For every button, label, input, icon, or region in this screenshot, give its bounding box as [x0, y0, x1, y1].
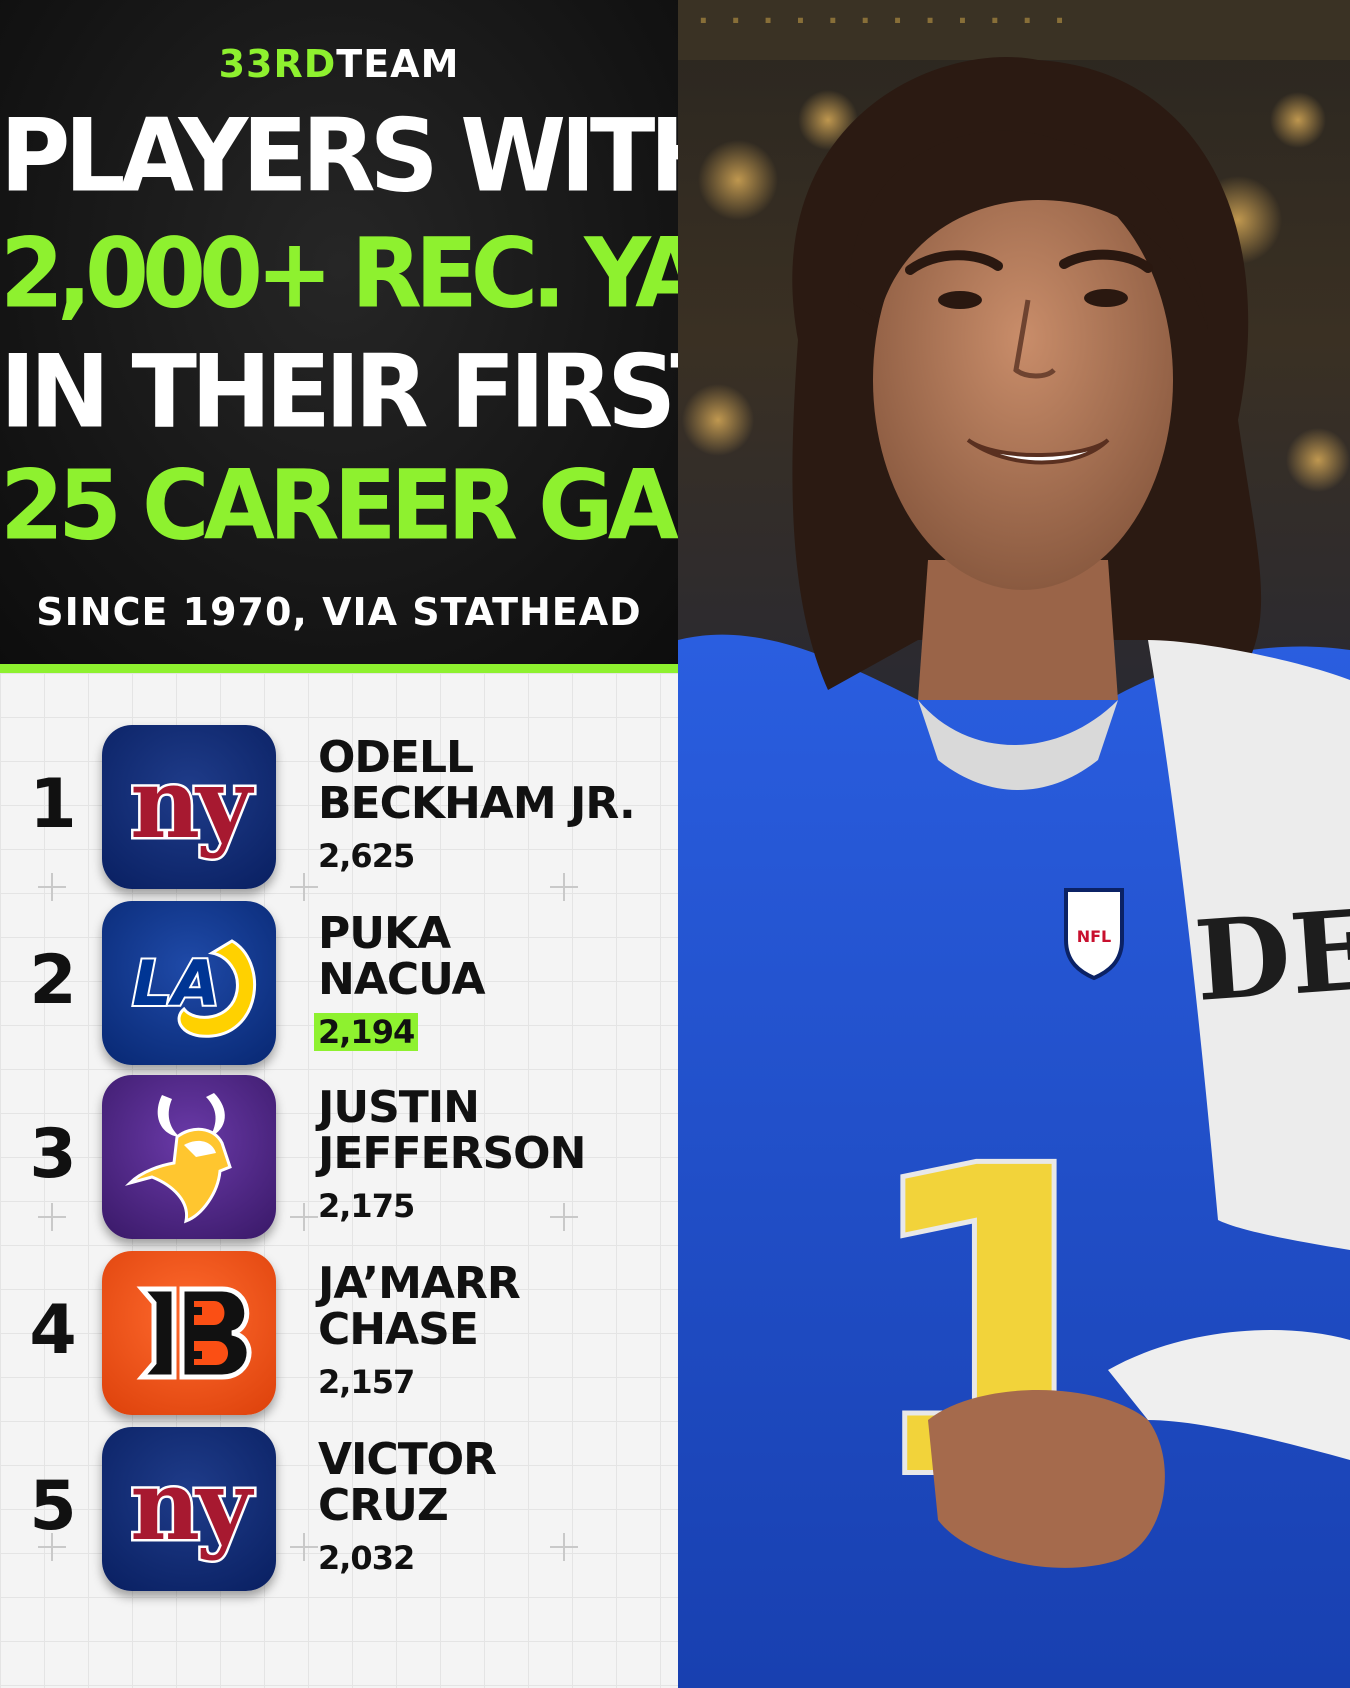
receiving-yards: 2,175 [318, 1187, 415, 1225]
ranking-list: 1 ny ODELL BECKHAM JR. 2,625 2 LA PUKA NAC… [0, 673, 678, 1688]
headline-line-3: IN THEIR FIRST [0, 333, 678, 451]
player-photo: · · · · · · · · · · · · DE NFL 1 [678, 0, 1350, 1688]
list-item: 4 JA’MARR CHASE 2,157 [0, 1251, 678, 1421]
rank-number: 4 [29, 1291, 77, 1370]
receiving-yards: 2,032 [318, 1539, 415, 1577]
vikings-logo-icon [102, 1075, 276, 1239]
accent-divider [0, 664, 678, 673]
receiving-yards: 2,625 [318, 837, 415, 875]
player-first-name: VICTOR [318, 1434, 497, 1485]
rank-number: 2 [29, 941, 77, 1020]
svg-text:ny: ny [130, 747, 255, 860]
rank-number: 3 [29, 1115, 77, 1194]
player-last-name: JEFFERSON [318, 1128, 586, 1179]
player-first-name: PUKA [318, 908, 451, 959]
svg-text:ny: ny [130, 1449, 255, 1562]
headline-line-2: 2,000+ REC. YARDS [0, 217, 678, 330]
brand-prefix: 33RD [218, 42, 337, 86]
brand-suffix: TEAM [336, 42, 460, 86]
list-item: 5 ny VICTOR CRUZ 2,032 [0, 1427, 678, 1597]
header-panel: 33RDTEAM PLAYERS WITH 2,000+ REC. YARDS … [0, 0, 678, 664]
player-name: JA’MARR CHASE [318, 1258, 521, 1355]
rank-number: 5 [29, 1467, 77, 1546]
player-last-name: CHASE [318, 1304, 479, 1355]
rams-logo-icon: LA [102, 901, 276, 1065]
player-first-name: JUSTIN [318, 1082, 480, 1133]
list-item: 2 LA PUKA NACUA 2,194 [0, 901, 678, 1071]
player-name: PUKA NACUA [318, 908, 486, 1005]
receiving-yards: 2,157 [318, 1363, 415, 1401]
headline-line-1: PLAYERS WITH [0, 97, 678, 215]
giants-logo-icon: ny [102, 725, 276, 889]
player-name: JUSTIN JEFFERSON [318, 1082, 586, 1179]
player-last-name: BECKHAM JR. [318, 778, 636, 829]
rank-number: 1 [29, 765, 77, 844]
list-item: 1 ny ODELL BECKHAM JR. 2,625 [0, 725, 678, 895]
svg-text:LA: LA [132, 947, 220, 1020]
player-name: ODELL BECKHAM JR. [318, 732, 636, 829]
player-name: VICTOR CRUZ [318, 1434, 497, 1531]
bengals-logo-icon [102, 1251, 276, 1415]
receiving-yards-highlighted: 2,194 [314, 1013, 419, 1051]
player-last-name: CRUZ [318, 1480, 449, 1531]
giants-logo-icon: ny [102, 1427, 276, 1591]
player-first-name: JA’MARR [318, 1258, 521, 1309]
headline-line-4: 25 CAREER GAMES [0, 449, 678, 562]
towel-text: DE [1191, 885, 1350, 1026]
player-last-name: NACUA [318, 954, 486, 1005]
svg-text:· · · · · · · · · · · ·: · · · · · · · · · · · · [698, 4, 1071, 37]
subtitle: SINCE 1970, VIA STATHEAD [36, 590, 642, 634]
nfl-shield-text: NFL [1077, 927, 1112, 946]
player-photo-illustration: · · · · · · · · · · · · DE NFL 1 [678, 0, 1350, 1688]
player-first-name: ODELL [318, 732, 474, 783]
list-item: 3 JUSTIN JEFFERSON 2,175 [0, 1075, 678, 1245]
brand-logo: 33RDTEAM [0, 42, 678, 86]
